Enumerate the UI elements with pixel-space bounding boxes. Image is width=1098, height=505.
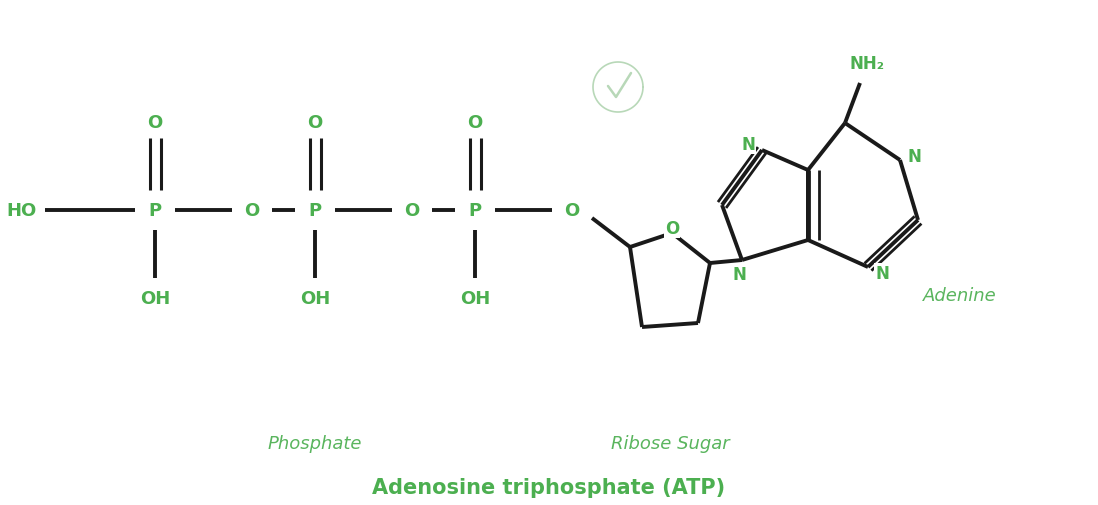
Text: N: N	[732, 266, 746, 283]
Text: OH: OH	[300, 289, 330, 308]
Text: O: O	[245, 201, 259, 220]
Text: P: P	[309, 201, 322, 220]
Text: OH: OH	[460, 289, 490, 308]
Text: OH: OH	[139, 289, 170, 308]
Text: O: O	[404, 201, 419, 220]
Text: NH₂: NH₂	[850, 55, 885, 73]
Text: O: O	[564, 201, 580, 220]
Text: Phosphate: Phosphate	[268, 434, 362, 452]
Text: HO: HO	[7, 201, 37, 220]
Text: P: P	[469, 201, 482, 220]
Text: P: P	[148, 201, 161, 220]
Text: Adenosine triphosphate (ATP): Adenosine triphosphate (ATP)	[372, 477, 726, 497]
Text: Ribose Sugar: Ribose Sugar	[610, 434, 729, 452]
Text: O: O	[147, 114, 163, 132]
Text: O: O	[665, 220, 680, 237]
Text: N: N	[907, 147, 921, 166]
Text: N: N	[741, 136, 755, 154]
Text: N: N	[875, 265, 889, 282]
Text: O: O	[468, 114, 483, 132]
Text: Adenine: Adenine	[923, 286, 997, 305]
Text: O: O	[307, 114, 323, 132]
